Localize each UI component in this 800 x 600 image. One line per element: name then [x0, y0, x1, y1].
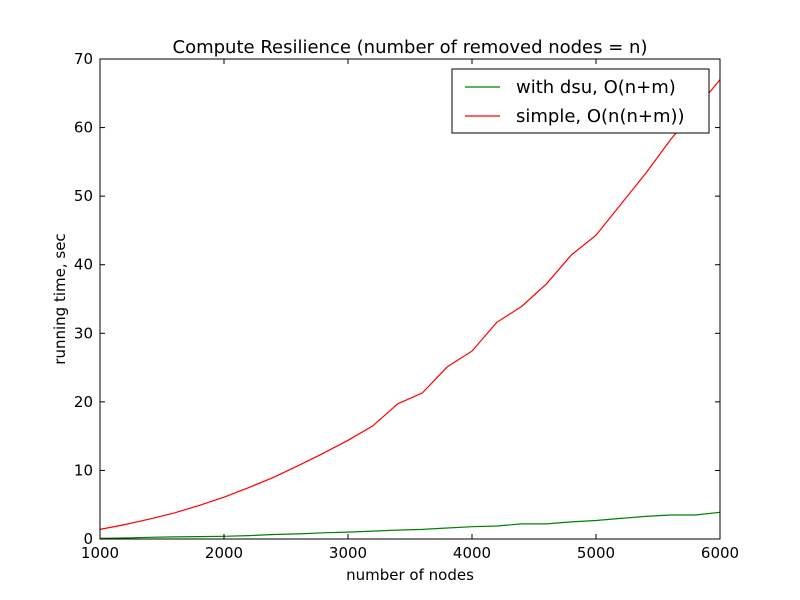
y-tick-label: 0 [83, 530, 93, 548]
plot-frame [99, 58, 721, 540]
y-tick-label: 20 [74, 393, 93, 411]
series-line-1 [99, 79, 721, 530]
y-axis-label: running time, sec [51, 233, 69, 364]
legend: with dsu, O(n+m) simple, O(n(n+m)) [451, 68, 710, 134]
x-tick-label: 4000 [453, 544, 491, 562]
chart-title: Compute Resilience (number of removed no… [173, 37, 648, 58]
series-line-0 [99, 511, 721, 539]
x-tick-label: 3000 [329, 544, 367, 562]
legend-label-0: with dsu, O(n+m) [516, 77, 676, 98]
y-tick-label: 60 [74, 119, 93, 137]
x-tick-label: 5000 [577, 544, 615, 562]
series-layer [99, 79, 721, 539]
ticks-layer: 1000 2000 3000 4000 5000 6000 0 10 20 30 40 50 60 70 [74, 50, 739, 562]
x-tick-label: 1000 [81, 544, 119, 562]
y-tick-label: 70 [74, 50, 93, 68]
y-tick-label: 50 [74, 187, 93, 205]
x-tick-label: 2000 [205, 544, 243, 562]
x-axis-label: number of nodes [346, 566, 474, 584]
y-tick-label: 10 [74, 461, 93, 479]
x-tick-label: 6000 [701, 544, 739, 562]
y-tick-label: 40 [74, 256, 93, 274]
y-tick-label: 30 [74, 324, 93, 342]
legend-label-1: simple, O(n(n+m)) [516, 106, 685, 127]
legend-box [451, 68, 710, 134]
